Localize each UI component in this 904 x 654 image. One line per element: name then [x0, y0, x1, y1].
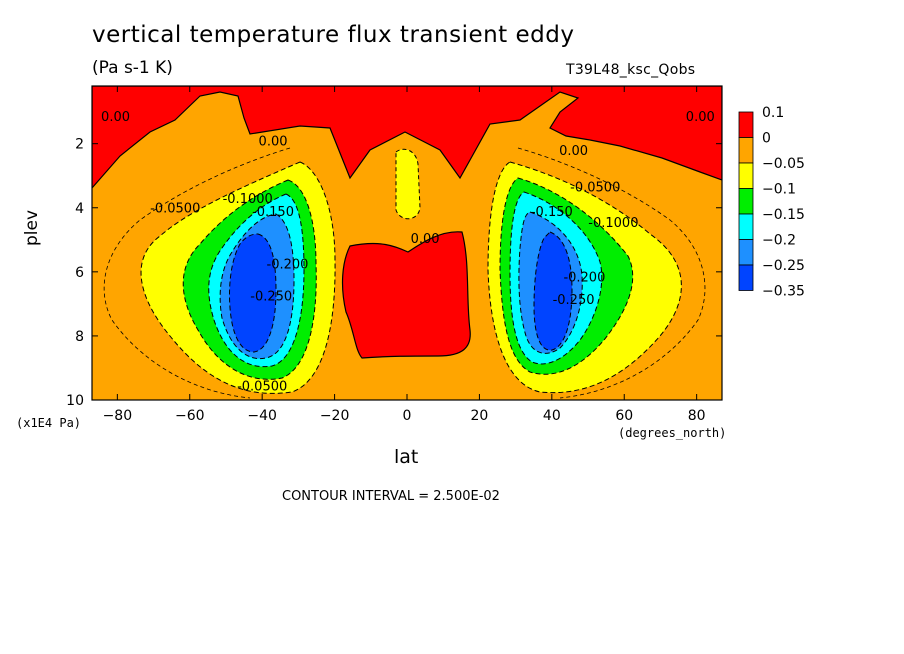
- contour-label: 0.00: [101, 110, 130, 125]
- x-tick-label: 80: [688, 408, 706, 424]
- x-tick-label: 20: [470, 408, 488, 424]
- colorbar-label: −0.2: [762, 233, 796, 249]
- band-yellow-equator: [395, 148, 421, 220]
- contour-label: -0.0500: [150, 202, 200, 217]
- y-tick-label: 8: [75, 329, 84, 345]
- contour-label: 0.00: [559, 144, 588, 159]
- y-axis-units: (x1E4 Pa): [16, 416, 82, 430]
- contour-label: -0.1000: [223, 192, 273, 207]
- chart-title: vertical temperature flux transient eddy: [92, 22, 575, 48]
- contour-label: -0.0500: [237, 379, 287, 394]
- contour-label: -0.150: [252, 205, 294, 220]
- colorbar-swatch: [738, 213, 754, 240]
- contour-label: -0.250: [250, 290, 292, 305]
- contour-interval: CONTOUR INTERVAL = 2.500E-02: [282, 489, 500, 504]
- contour-label: -0.150: [531, 205, 573, 220]
- contour-labels: 0.000.000.000.000.00-0.0500-0.1000-0.150…: [101, 110, 715, 394]
- x-tick-label: 0: [403, 408, 412, 424]
- chart-units: (Pa s-1 K): [92, 58, 173, 78]
- colorbar-swatch: [738, 188, 754, 215]
- x-axis-units: (degrees_north): [618, 426, 727, 440]
- x-tick-label: 40: [543, 408, 561, 424]
- colorbar-swatch: [738, 239, 754, 266]
- x-axis-ticks: −80 −60 −40 −20 0 20 40 60 80: [103, 86, 706, 424]
- contour-label: -0.1000: [588, 216, 638, 231]
- x-tick-label: −40: [247, 408, 277, 424]
- contour-label: 0.00: [411, 232, 440, 247]
- y-axis-ticks: 2 4 6 8 10: [66, 137, 722, 409]
- x-tick-label: −20: [320, 408, 350, 424]
- colorbar: 0.1 0 −0.05 −0.1 −0.15 −0.2 −0.25 −0.35: [738, 105, 805, 300]
- dashed-contour-left-outer: [103, 147, 291, 399]
- contour-label: -0.200: [267, 258, 309, 273]
- band-red-center: [341, 231, 471, 359]
- contour-label: -0.250: [553, 293, 595, 308]
- band-blue-right: [533, 231, 573, 351]
- contour-label: -0.0500: [570, 181, 620, 196]
- colorbar-label: −0.1: [762, 182, 796, 198]
- band-red-top: [92, 86, 722, 189]
- y-tick-label: 6: [75, 265, 84, 281]
- colorbar-label: −0.15: [762, 207, 805, 223]
- colorbar-swatch: [738, 264, 754, 291]
- contour-label: 0.00: [686, 110, 715, 125]
- contour-label: 0.00: [259, 134, 288, 149]
- dashed-contour-right-outer: [517, 147, 706, 399]
- y-tick-label: 4: [75, 201, 84, 217]
- y-tick-label: 10: [66, 393, 84, 409]
- colorbar-label: 0.1: [762, 105, 784, 121]
- colorbar-label: 0: [762, 131, 771, 147]
- y-tick-label: 2: [75, 137, 84, 153]
- x-tick-label: −80: [103, 408, 133, 424]
- colorbar-swatch: [738, 111, 754, 138]
- colorbar-label: −0.35: [762, 284, 805, 300]
- colorbar-label: −0.25: [762, 258, 805, 274]
- contour-label: -0.200: [563, 270, 605, 285]
- x-tick-label: −60: [175, 408, 205, 424]
- x-axis-label: lat: [394, 446, 419, 468]
- run-label: T39L48_ksc_Qobs: [566, 62, 696, 78]
- filled-contours: [92, 86, 722, 400]
- colorbar-label: −0.05: [762, 156, 805, 172]
- x-tick-label: 60: [615, 408, 633, 424]
- band-blue-left: [229, 233, 277, 353]
- colorbar-swatch: [738, 162, 754, 189]
- colorbar-swatch: [738, 137, 754, 164]
